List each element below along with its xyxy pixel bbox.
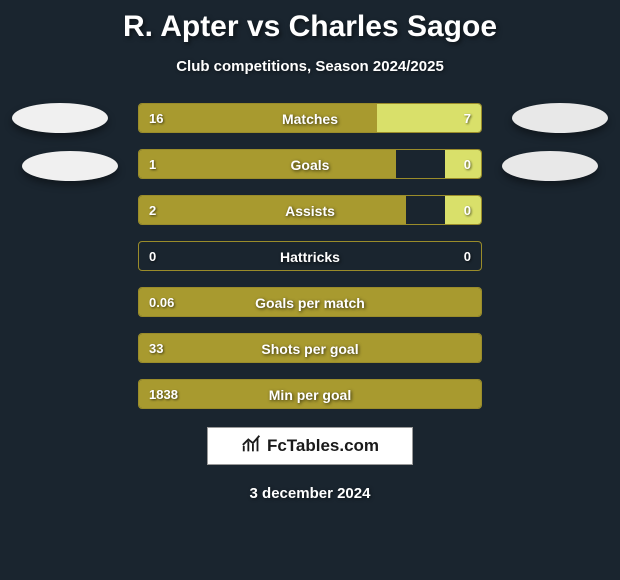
stat-value-left: 0.06 [149,288,174,317]
stat-value-left: 33 [149,334,163,363]
stat-bar-left [139,288,481,316]
stat-bar-left [139,196,406,224]
chart-icon [241,433,263,460]
stat-bar-left [139,380,481,408]
stat-label: Hattricks [139,242,481,271]
stat-bar: 1838Min per goal [138,379,482,409]
stat-row: 0 0Hattricks [0,241,620,271]
stat-row: 167Matches [0,103,620,133]
stat-bar: 0 0Hattricks [138,241,482,271]
brand-badge[interactable]: FcTables.com [207,427,413,465]
stat-bar: 20Assists [138,195,482,225]
stat-value-left: 1838 [149,380,178,409]
stat-row: 1838Min per goal [0,379,620,409]
stat-bar: 167Matches [138,103,482,133]
stat-value-left: 1 [149,150,156,179]
stats-area: 167Matches10Goals20Assists00Hattricks0.0… [0,103,620,409]
stat-value-right: 7 [464,104,471,133]
comparison-title: R. Apter vs Charles Sagoe [0,0,620,44]
stat-value-right: 0 [464,196,471,225]
stat-row: 10Goals [0,149,620,179]
stat-value-left: 2 [149,196,156,225]
brand-text: FcTables.com [267,436,379,456]
stat-row: 20Assists [0,195,620,225]
date-label: 3 december 2024 [0,485,620,502]
stat-bar-left [139,104,377,132]
stat-bar: 0.06Goals per match [138,287,482,317]
stat-bar-left [139,334,481,362]
comparison-subtitle: Club competitions, Season 2024/2025 [0,58,620,75]
stat-bar-left [139,150,396,178]
stat-value-left: 0 [149,242,156,271]
stat-row: 0.06Goals per match [0,287,620,317]
stat-value-right: 0 [464,150,471,179]
stat-value-left: 16 [149,104,163,133]
stat-value-right: 0 [464,242,471,271]
stat-row: 33Shots per goal [0,333,620,363]
stat-bar: 10Goals [138,149,482,179]
stat-bar: 33Shots per goal [138,333,482,363]
